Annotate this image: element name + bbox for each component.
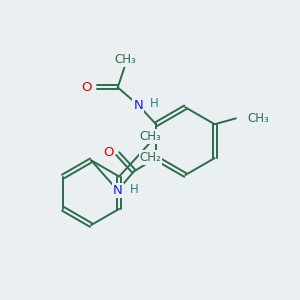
Text: H: H xyxy=(150,97,159,110)
Text: H: H xyxy=(130,182,138,196)
Text: N: N xyxy=(113,184,123,197)
Text: CH₃: CH₃ xyxy=(139,130,161,143)
Text: CH₂: CH₂ xyxy=(140,151,161,164)
Text: O: O xyxy=(81,81,92,94)
Text: N: N xyxy=(134,99,143,112)
Text: CH₃: CH₃ xyxy=(114,53,136,66)
Text: CH₃: CH₃ xyxy=(247,112,269,125)
Text: O: O xyxy=(103,146,113,159)
